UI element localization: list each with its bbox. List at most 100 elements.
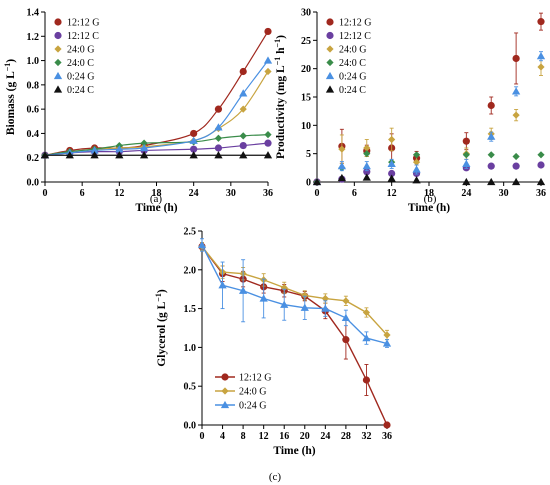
- legend-label: 24:0 G: [339, 45, 367, 56]
- chart-panel-a: 0 6 12 18 24 30 36 0.0 0.2 0.4 0.6 0.8 1.0 1.2 1.4 Time…: [3, 8, 273, 215]
- x-tick-label: 0: [315, 188, 320, 199]
- y-tick-label: 2.5: [184, 227, 197, 238]
- data-point: [214, 151, 223, 159]
- data-point: [214, 134, 223, 142]
- legend-marker: [326, 45, 334, 53]
- data-point: [537, 161, 545, 169]
- x-tick-label: 0: [200, 431, 205, 442]
- data-point: [511, 87, 521, 95]
- y-tick-label: 25: [301, 36, 311, 47]
- y-axis-title-part: Productivity (mg L: [275, 65, 287, 159]
- y-axis-title-part: ): [156, 289, 168, 293]
- data-point: [321, 304, 330, 312]
- y-tick-label: 0.5: [184, 382, 197, 393]
- y-axis-title-part: h: [275, 47, 287, 57]
- x-tick-label: 30: [499, 188, 509, 199]
- data-point: [511, 177, 521, 186]
- x-tick-label: 20: [300, 431, 310, 442]
- x-tick-label: 6: [80, 188, 85, 199]
- data-point: [383, 331, 391, 339]
- panel-label: (b): [424, 193, 437, 205]
- y-axis-title-part: −1: [154, 293, 163, 302]
- data-point: [218, 281, 227, 289]
- data-point: [115, 151, 124, 159]
- x-tick-label: 24: [189, 188, 199, 199]
- series-12-12-g: [198, 242, 391, 429]
- data-point: [412, 158, 421, 166]
- data-point: [239, 67, 247, 76]
- data-point: [264, 67, 272, 76]
- y-tick-label: 20: [301, 64, 311, 75]
- data-point: [362, 308, 371, 317]
- data-point: [263, 151, 273, 159]
- data-point: [190, 145, 198, 153]
- legend-marker: [326, 18, 334, 26]
- x-tick-label: 32: [361, 431, 371, 442]
- legend-marker: [220, 400, 230, 409]
- data-point: [487, 177, 496, 186]
- data-point: [239, 151, 248, 159]
- y-tick-label: 0.2: [27, 153, 40, 164]
- x-axis-title: Time (h): [273, 445, 315, 457]
- data-point: [536, 52, 546, 60]
- y-axis-title: Productivity (mg L−1 h−1): [273, 35, 287, 159]
- data-point: [239, 105, 247, 113]
- data-point: [259, 294, 268, 302]
- data-point: [301, 291, 309, 300]
- data-point: [190, 129, 198, 138]
- x-axis-title: Time (h): [135, 202, 177, 214]
- legend-marker: [325, 85, 335, 93]
- data-point: [362, 161, 371, 170]
- data-point: [536, 177, 546, 186]
- data-point: [115, 145, 124, 153]
- x-tick-label: 18: [152, 188, 162, 199]
- data-point: [462, 177, 471, 186]
- data-point: [264, 27, 272, 36]
- panel-label: (a): [150, 193, 163, 205]
- data-point: [238, 286, 248, 294]
- y-tick-label: 0.0: [184, 421, 197, 432]
- data-point: [189, 151, 198, 159]
- y-tick-label: 30: [301, 8, 311, 19]
- legend-marker: [53, 85, 63, 93]
- data-point: [263, 56, 273, 64]
- x-tick-label: 24: [461, 188, 471, 199]
- legend-marker: [53, 71, 63, 80]
- data-point: [65, 151, 74, 159]
- data-point: [462, 159, 471, 167]
- chart-panel-c: 0 4 8 12 16 20 24 28 32 36 0.0 0.5 1.0 1.5 2.0 2.5 Time …: [154, 227, 392, 484]
- x-tick-label: 24: [320, 431, 330, 442]
- data-point: [462, 151, 470, 159]
- legend-label: 12:12 C: [67, 31, 99, 42]
- series-0-24-g: [312, 51, 546, 186]
- y-tick-label: 5: [306, 149, 311, 160]
- series-0-24-c: [40, 151, 273, 159]
- data-point: [264, 131, 272, 139]
- y-axis-title-part: Glycerol (g L: [156, 301, 168, 366]
- x-tick-label: 12: [114, 188, 124, 199]
- y-axis-title-part: Biomass (g L: [5, 71, 17, 135]
- data-point: [362, 376, 371, 384]
- data-point: [189, 136, 198, 144]
- legend-label: 0:24 C: [67, 85, 94, 96]
- data-point: [383, 421, 391, 429]
- y-axis-title-part: −1: [273, 39, 282, 48]
- x-tick-label: 6: [352, 188, 357, 199]
- data-point: [90, 151, 99, 159]
- x-axis-title: Time (h): [408, 202, 450, 214]
- data-point: [139, 143, 149, 152]
- data-point: [140, 139, 148, 147]
- data-point: [342, 336, 350, 344]
- chart-panel-b: 0 6 12 18 24 30 36 0 5 10 15 20 25 30 Time (h) Producti…: [273, 8, 546, 215]
- legend: 12:12 G 24:0 G 0:24 G: [215, 373, 272, 412]
- legend-label: 0:24 G: [67, 72, 95, 83]
- legend-marker: [54, 45, 62, 53]
- y-axis-title: Glycerol (g L−1): [154, 289, 168, 367]
- data-point: [362, 173, 371, 181]
- data-point: [90, 146, 99, 154]
- series-line: [201, 244, 388, 345]
- legend-marker: [325, 71, 335, 80]
- legend-label: 12:12 G: [239, 373, 272, 384]
- legend-label: 24:0 C: [339, 58, 366, 69]
